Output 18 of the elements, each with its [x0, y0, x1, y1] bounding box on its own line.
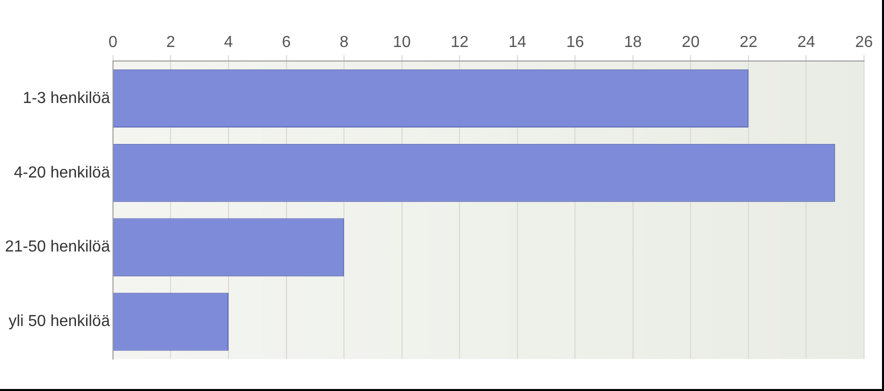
x-tick-label: 14	[508, 34, 526, 52]
x-tick-label: 26	[855, 34, 873, 52]
x-tick-label: 24	[797, 34, 816, 52]
y-tick-label: 4-20 henkilöä	[14, 164, 110, 182]
y-tick-label: yli 50 henkilöä	[8, 313, 110, 330]
x-tick-label: 6	[282, 34, 291, 52]
x-tick-label: 20	[682, 34, 700, 52]
x-tick-label: 16	[566, 34, 584, 52]
x-tick-label: 0	[108, 34, 118, 52]
x-tick-label: 4	[224, 34, 234, 52]
x-tick-label: 22	[740, 34, 758, 52]
x-tick-label: 8	[340, 34, 349, 52]
y-tick-label: 1-3 henkilöä	[22, 90, 110, 107]
x-tick-label: 18	[624, 34, 642, 52]
x-tick-label: 10	[392, 34, 411, 52]
x-tick-label: 12	[450, 34, 469, 52]
y-tick-label: 21-50 henkilöä	[5, 238, 110, 256]
x-tick-label: 2	[166, 34, 176, 52]
